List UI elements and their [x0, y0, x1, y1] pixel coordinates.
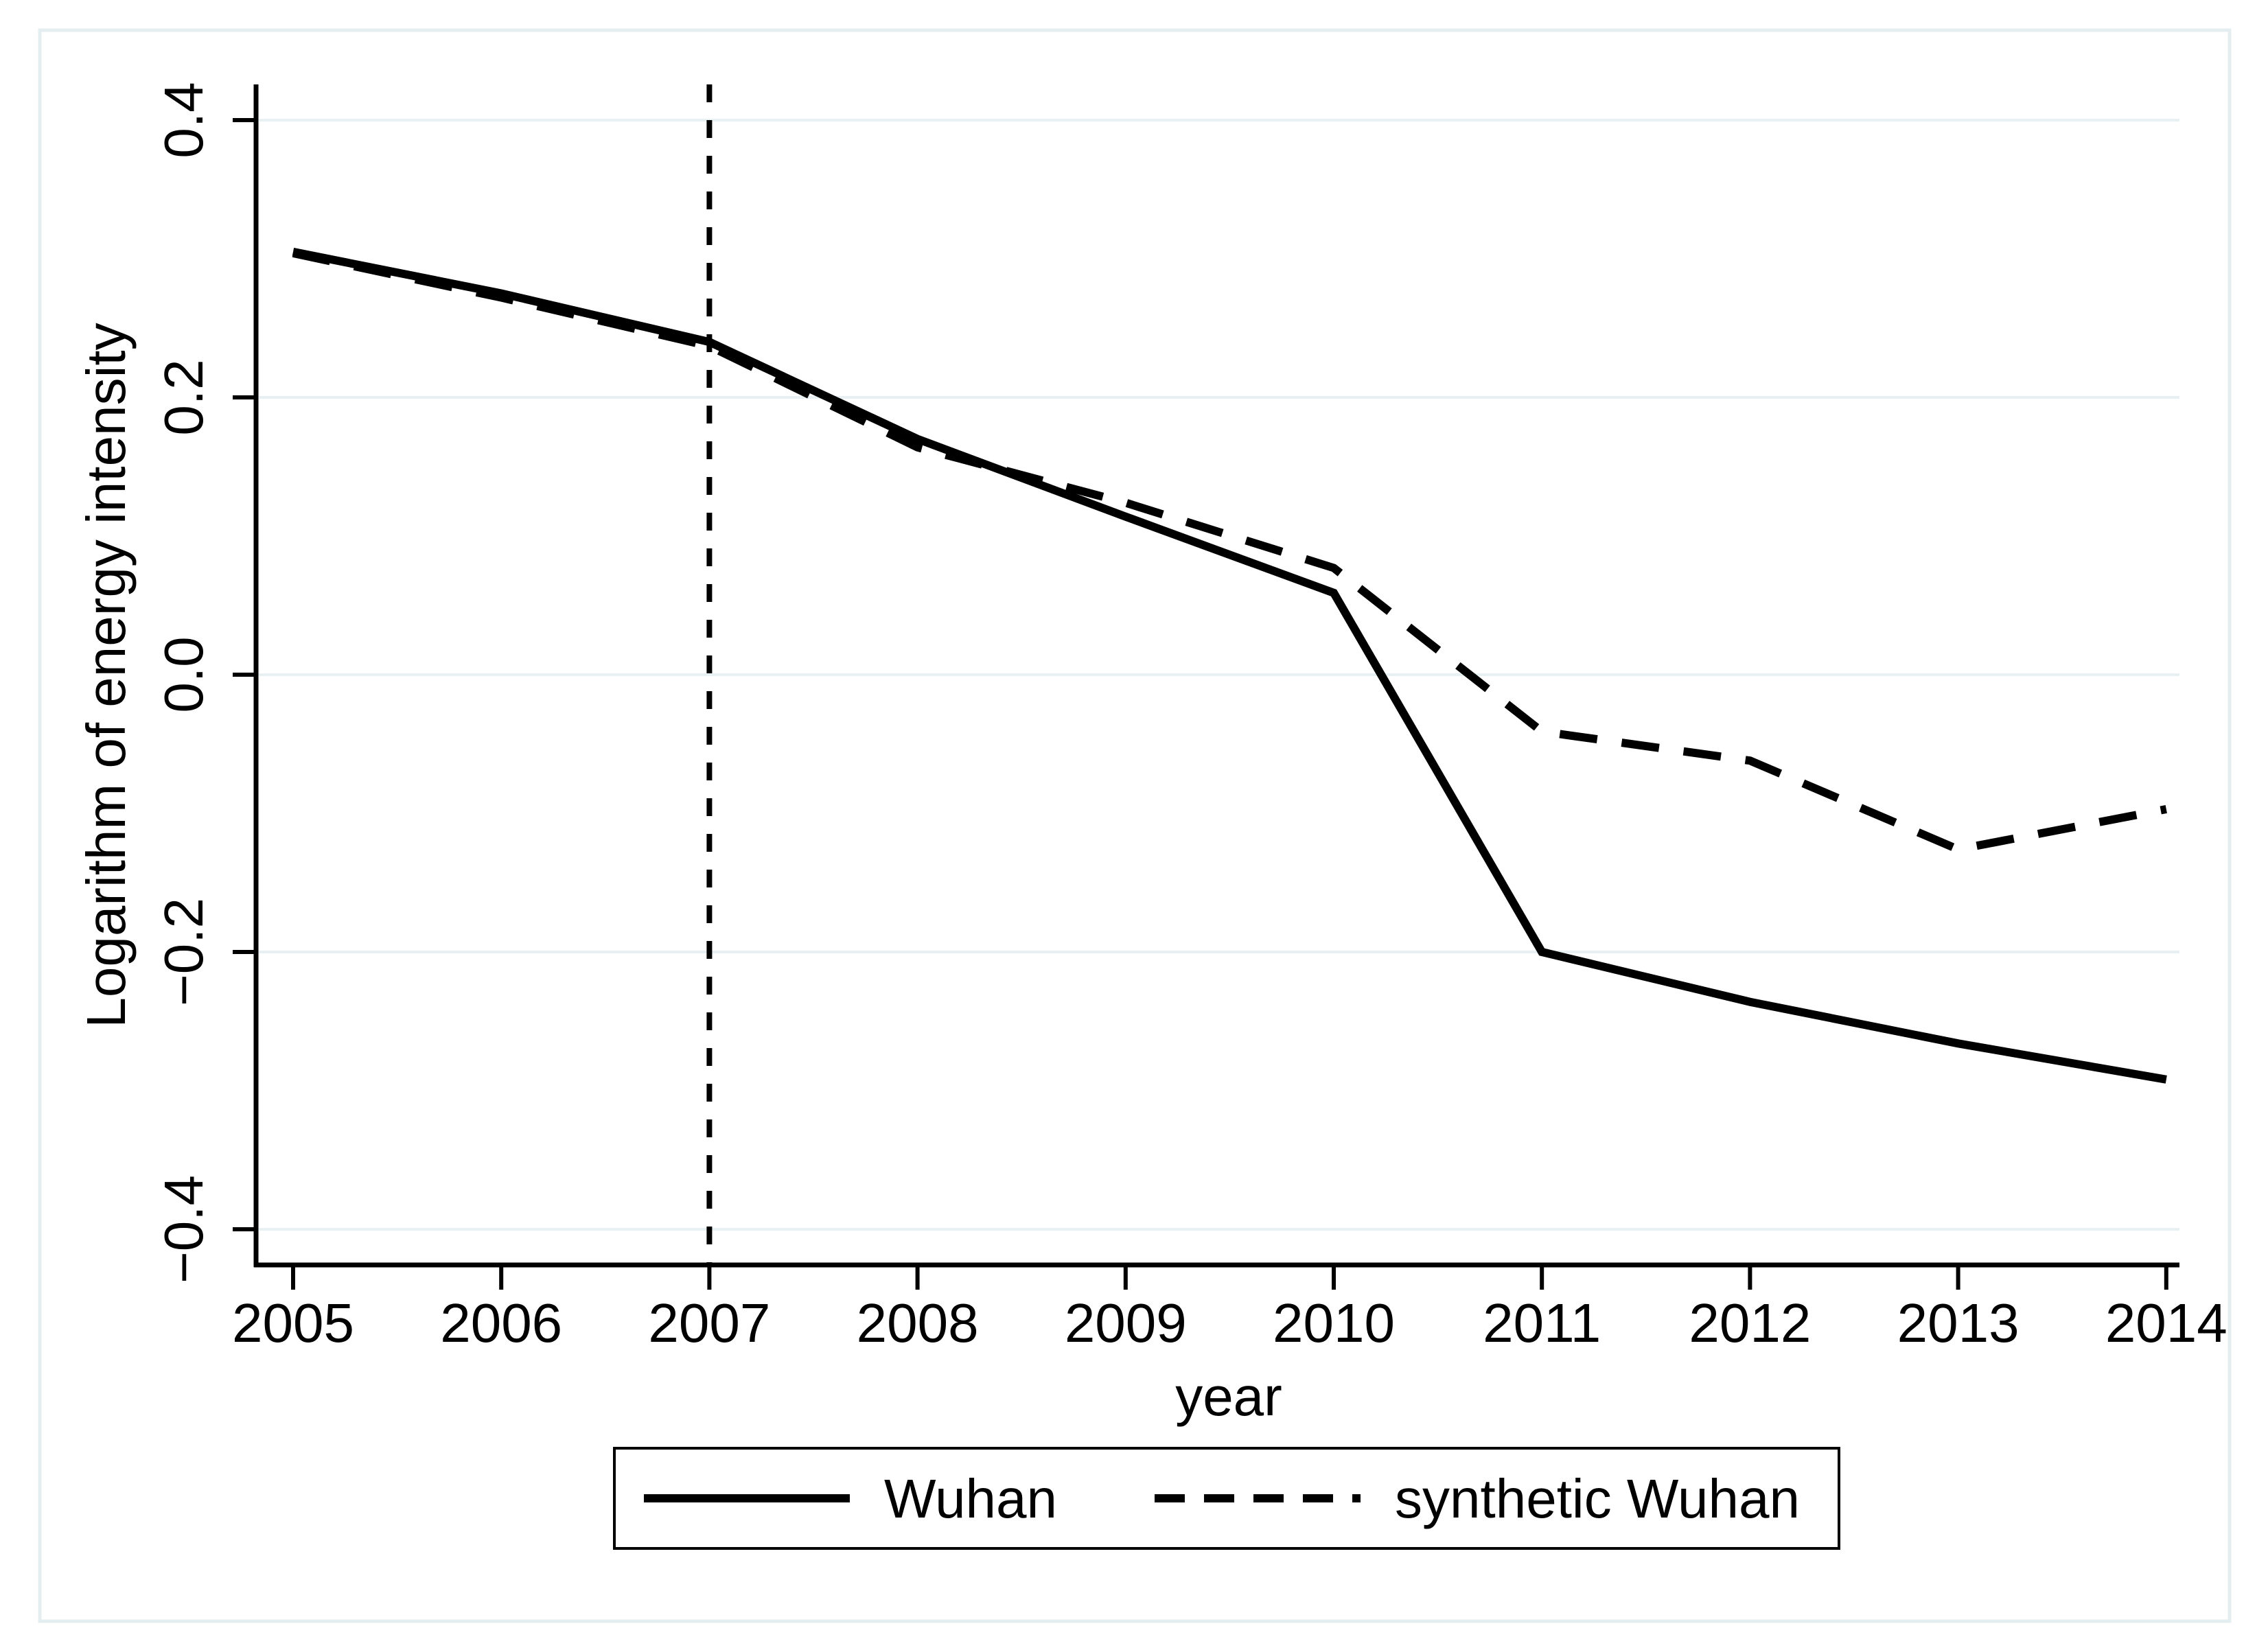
x-tick-label: 2007: [648, 1292, 770, 1353]
y-tick-label: 0.0: [153, 636, 214, 712]
legend-label-synthetic-wuhan: synthetic Wuhan: [1395, 1468, 1800, 1529]
x-tick-label: 2009: [1065, 1292, 1187, 1353]
x-tick-label: 2012: [1689, 1292, 1811, 1353]
x-tick-label: 2005: [232, 1292, 354, 1353]
gridlines: [259, 119, 2179, 1231]
x-tick-label: 2011: [1483, 1292, 1601, 1353]
x-tick-label: 2014: [2105, 1292, 2228, 1353]
x-tick-label: 2008: [857, 1292, 979, 1353]
y-tick-label: −0.2: [153, 898, 214, 1006]
y-axis-title: Logarithm of energy intensity: [76, 323, 137, 1027]
y-tick-label: −0.4: [153, 1175, 214, 1283]
wuhan-line: [292, 248, 2167, 1084]
x-axis-title: year: [1175, 1366, 1282, 1427]
axis-tick-labels: 0.4 0.2 0.0 −0.2 −0.4 2005 2006 2007 2008 2009 201…: [153, 82, 2228, 1353]
data-series: [292, 248, 2167, 1084]
axis-ticks: [233, 118, 2168, 1290]
legend-label-wuhan: Wuhan: [884, 1468, 1057, 1529]
figure-border: [38, 28, 2232, 1623]
y-tick-label: 0.4: [153, 82, 214, 158]
x-tick-label: 2010: [1273, 1292, 1395, 1353]
x-tick-label: 2006: [440, 1292, 562, 1353]
legend: Wuhan synthetic Wuhan: [613, 1447, 1840, 1550]
y-tick-label: 0.2: [153, 359, 214, 435]
x-tick-label: 2013: [1897, 1292, 2020, 1353]
